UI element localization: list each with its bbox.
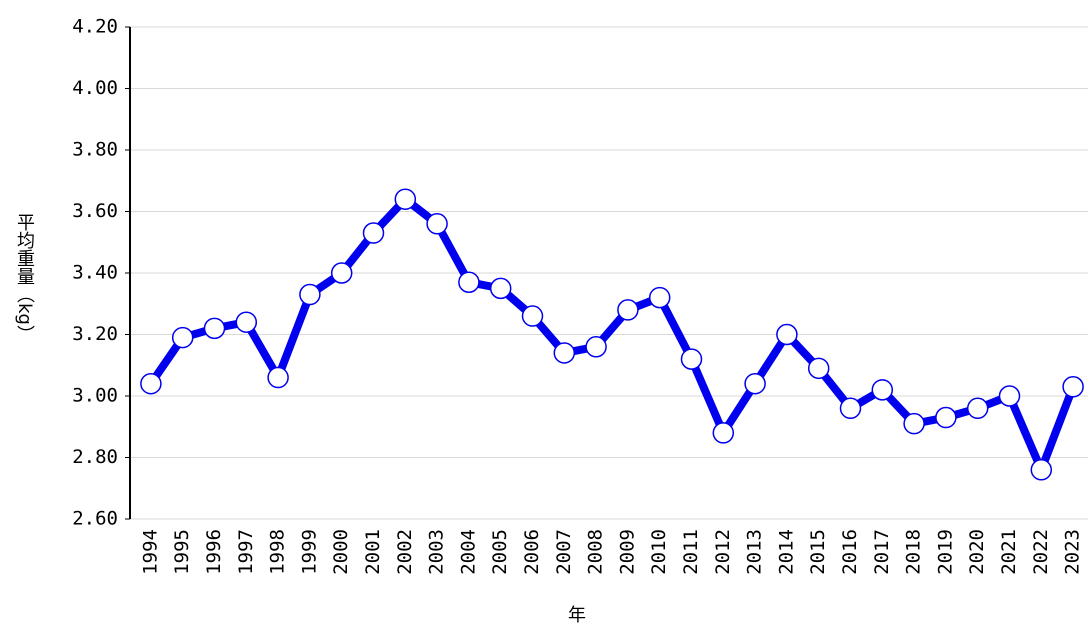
- y-tick-label: 3.20: [72, 323, 118, 345]
- x-tick-label: 2011: [680, 529, 702, 575]
- x-tick-label: 2012: [712, 529, 734, 575]
- x-tick-label: 2014: [775, 529, 797, 575]
- y-axis-label: 平均重量（kg）: [14, 213, 35, 343]
- x-tick-label: 1995: [171, 529, 193, 575]
- x-tick-label: 2005: [489, 529, 511, 575]
- x-tick-label: 2023: [1062, 529, 1084, 575]
- x-tick-label: 2016: [839, 529, 861, 575]
- point: [903, 412, 925, 435]
- y-tick-label: 2.60: [72, 508, 118, 530]
- y-tick-label: 4.20: [72, 16, 118, 38]
- point: [998, 385, 1021, 407]
- point: [489, 277, 512, 300]
- point: [712, 422, 735, 444]
- x-tick-label: 2021: [998, 529, 1020, 575]
- point: [521, 305, 544, 327]
- y-tick-label: 3.00: [72, 385, 118, 407]
- x-tick-label: 2002: [394, 529, 416, 575]
- x-tick-label: 2004: [457, 529, 479, 575]
- point: [935, 406, 957, 429]
- point: [235, 311, 258, 333]
- point: [1062, 376, 1084, 398]
- x-tick-label: 2006: [521, 529, 543, 575]
- point: [171, 326, 194, 349]
- x-tick-label: 1998: [267, 529, 289, 575]
- x-tick-label: 2019: [934, 529, 956, 575]
- x-tick-label: 2020: [966, 529, 988, 575]
- point: [839, 397, 862, 420]
- x-tick-label: 2008: [585, 529, 607, 575]
- y-tick-label: 4.00: [72, 77, 118, 99]
- point: [458, 271, 480, 293]
- x-tick-label: 2017: [871, 529, 893, 575]
- x-tick-label: 2009: [616, 529, 638, 575]
- x-tick-label: 1994: [139, 529, 161, 575]
- point: [426, 213, 448, 235]
- point: [776, 323, 798, 346]
- y-tick-label: 3.40: [72, 262, 118, 284]
- x-tick-label: 2000: [330, 529, 352, 575]
- point: [585, 336, 607, 358]
- x-tick-label: 2022: [1030, 529, 1052, 575]
- point: [330, 262, 353, 284]
- point: [553, 342, 576, 364]
- point: [362, 222, 385, 244]
- x-tick-label: 2007: [553, 529, 575, 575]
- point: [966, 397, 989, 420]
- point: [1030, 459, 1053, 481]
- point: [617, 299, 639, 321]
- point: [744, 372, 766, 395]
- point: [203, 317, 226, 340]
- x-tick-label: 2010: [648, 529, 670, 575]
- x-tick-label: 1997: [235, 529, 257, 575]
- y-tick-label: 3.80: [72, 139, 118, 161]
- y-tick-label: 3.60: [72, 200, 118, 222]
- x-tick-label: 2015: [807, 529, 829, 575]
- x-tick-label: 2013: [744, 529, 766, 575]
- x-tick-label: 1999: [298, 529, 320, 575]
- point: [299, 283, 321, 306]
- x-tick-label: 2018: [903, 529, 925, 575]
- x-axis-label: 年: [568, 605, 586, 626]
- point: [680, 348, 703, 370]
- point: [394, 188, 417, 210]
- point: [648, 286, 671, 309]
- point: [807, 357, 830, 380]
- x-tick-label: 2001: [362, 529, 384, 575]
- x-tick-label: 1996: [203, 529, 225, 575]
- y-tick-label: 2.80: [72, 446, 118, 468]
- point: [871, 379, 894, 401]
- x-tick-label: 2003: [426, 529, 448, 575]
- point: [140, 372, 162, 395]
- point: [267, 366, 289, 389]
